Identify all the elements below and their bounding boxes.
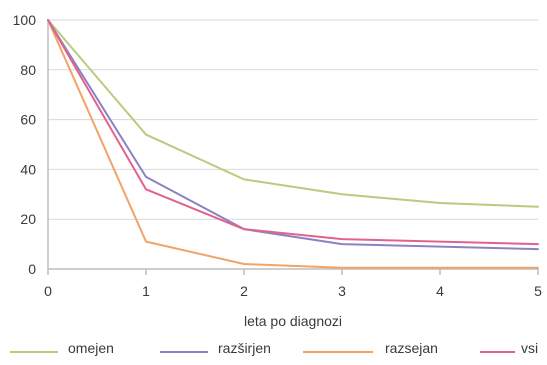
x-tick-label: 4 xyxy=(436,283,444,299)
y-tick-label: 80 xyxy=(20,62,36,78)
series-lines xyxy=(47,19,539,269)
legend-item-vsi: vsi xyxy=(480,340,538,356)
x-axis-title: leta po diagnozi xyxy=(244,313,342,329)
y-tick-label: 20 xyxy=(20,211,36,227)
x-tick-label: 0 xyxy=(44,283,52,299)
series-line-razširjen xyxy=(47,19,539,251)
series-line-omejen xyxy=(47,19,539,208)
gridlines xyxy=(48,19,538,220)
x-tick-label: 1 xyxy=(142,283,150,299)
x-tick-label: 2 xyxy=(240,283,248,299)
legend-item-omejen: omejen xyxy=(10,340,114,356)
y-tick-label: 60 xyxy=(20,112,36,128)
series-line-razsejan xyxy=(47,19,539,269)
legend-item-razsejan: razsejan xyxy=(303,340,438,356)
series-line-vsi xyxy=(47,19,539,246)
legend-label: omejen xyxy=(68,340,114,356)
legend-label: razsejan xyxy=(385,340,438,356)
tick-labels: 0 20 40 60 80 100 0 1 2 3 4 5 xyxy=(13,12,542,299)
x-tick-label: 5 xyxy=(534,283,542,299)
legend-label: razširjen xyxy=(218,340,271,356)
y-tick-label: 0 xyxy=(28,261,36,277)
legend-label: vsi xyxy=(521,340,538,356)
y-tick-label: 100 xyxy=(13,12,37,28)
legend-item-razširjen: razširjen xyxy=(160,340,271,356)
legend: omejen razširjen razsejan vsi xyxy=(10,340,538,356)
axes xyxy=(47,20,539,275)
x-tick-label: 3 xyxy=(338,283,346,299)
y-tick-label: 40 xyxy=(20,161,36,177)
